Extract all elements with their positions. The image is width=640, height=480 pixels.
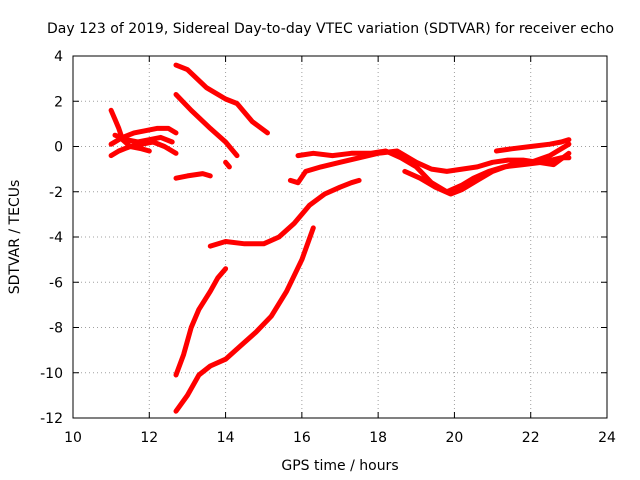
y-tick-label: 0 — [54, 140, 63, 156]
series-line-trace-3 — [112, 132, 175, 145]
x-tick-label: 10 — [64, 430, 82, 446]
x-tick-label: 16 — [293, 430, 311, 446]
x-tick-label: 24 — [598, 430, 616, 446]
chart-title: Day 123 of 2019, Sidereal Day-to-day VTE… — [47, 21, 614, 37]
series-line-trace-15 — [493, 137, 572, 154]
y-tick-label: 2 — [54, 94, 63, 110]
y-tick-labels: -12 -10 -8 -6 -4 -2 0 2 4 — [40, 49, 63, 427]
series-line-trace-10 — [173, 225, 316, 414]
series-line-trace-4 — [108, 139, 179, 159]
x-tick-labels: 10 12 14 16 18 20 22 24 — [64, 430, 616, 446]
series-line-trace-8 — [223, 159, 232, 170]
x-tick-label: 18 — [369, 430, 387, 446]
y-tick-label: -8 — [49, 321, 63, 337]
y-tick-label: 4 — [54, 49, 63, 65]
y-tick-label: -6 — [49, 275, 63, 291]
x-tick-label: 20 — [446, 430, 464, 446]
series-line-trace-5 — [173, 62, 270, 136]
y-axis-label: SDTVAR / TECUs — [7, 180, 23, 295]
series-line-trace-14 — [402, 141, 572, 197]
grid — [73, 56, 607, 418]
series-line-trace-9 — [173, 266, 229, 378]
data-series — [108, 62, 572, 414]
series-line-trace-7 — [173, 171, 213, 181]
x-tick-label: 22 — [522, 430, 540, 446]
series-line-trace-12 — [287, 148, 572, 186]
y-tick-label: -12 — [40, 411, 63, 427]
series-line-trace-6 — [173, 92, 240, 159]
y-tick-label: -2 — [49, 185, 63, 201]
plot-frame — [72, 55, 608, 419]
x-tick-label: 12 — [140, 430, 158, 446]
x-tick-label: 14 — [217, 430, 235, 446]
series-line-trace-11 — [207, 177, 362, 249]
y-tick-label: -10 — [40, 366, 63, 382]
x-axis-label: GPS time / hours — [281, 458, 398, 474]
y-tick-label: -4 — [49, 230, 63, 246]
